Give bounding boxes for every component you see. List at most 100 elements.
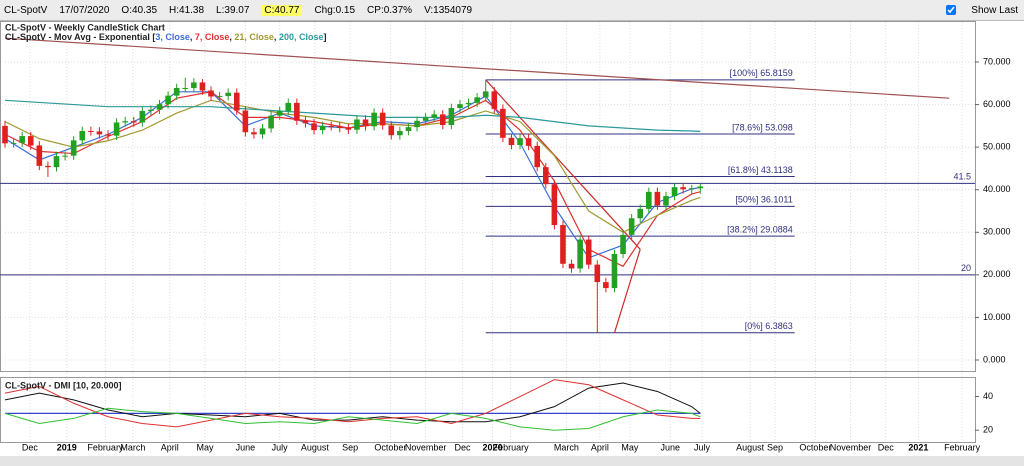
candle-body xyxy=(302,120,309,124)
candle-body xyxy=(113,122,120,136)
candle-body xyxy=(225,92,231,97)
candle-body xyxy=(439,114,446,126)
show-last[interactable]: Show Last xyxy=(946,5,1018,16)
chart-title: CL-SpotV - DMI [10, 20.000] xyxy=(5,380,122,390)
trend-line xyxy=(485,79,641,250)
candle-body xyxy=(422,117,429,121)
candle-body xyxy=(431,114,438,118)
candle-body xyxy=(671,187,678,197)
candle-body xyxy=(517,138,523,146)
x-tick-label: July xyxy=(272,442,289,452)
candle-body xyxy=(620,234,626,254)
x-tick-label: August xyxy=(736,442,765,452)
date: 17/07/2020 xyxy=(59,4,110,16)
x-tick-label: October xyxy=(799,442,831,452)
x-tick-label: 2019 xyxy=(57,442,77,452)
x-tick-label: April xyxy=(591,442,609,452)
candle-body xyxy=(388,125,395,136)
volume: V:1354079 xyxy=(424,4,473,16)
candle-body xyxy=(62,155,68,157)
candle-body xyxy=(139,110,146,123)
y-tick-label: 0.000 xyxy=(983,354,1006,364)
pane-border xyxy=(0,377,976,443)
candle-body xyxy=(242,110,249,133)
candle-body xyxy=(45,165,51,168)
candle-body xyxy=(371,112,377,127)
y-tick-label: 40 xyxy=(983,391,993,401)
candle-body xyxy=(122,121,128,123)
candle-body xyxy=(362,119,369,127)
y-tick-label: 30.000 xyxy=(983,227,1011,237)
y-tick-label: 70.000 xyxy=(983,56,1011,66)
checkbox[interactable] xyxy=(946,4,957,15)
candle-body xyxy=(585,239,592,265)
candle-body xyxy=(500,108,506,138)
header: CL-SpotV 17/07/2020 O:40.35 H:41.38 L:39… xyxy=(0,0,1024,21)
y-tick-label: 60.000 xyxy=(983,99,1011,109)
dmi-line xyxy=(4,407,701,431)
fib-label: [0%] 6.3863 xyxy=(745,321,793,331)
x-tick-label: June xyxy=(660,442,680,452)
candle-body xyxy=(628,218,635,235)
y-tick-label: 20 xyxy=(983,425,993,435)
legend-entry: 21, Close xyxy=(234,32,274,42)
candle-body xyxy=(414,120,420,128)
candle-body xyxy=(208,90,214,97)
x-tick-label: March xyxy=(120,442,145,452)
candle-body xyxy=(603,282,609,289)
ma-line xyxy=(4,91,701,268)
legend-separator: , xyxy=(190,32,195,42)
x-tick-label: Dec xyxy=(878,442,895,452)
candle-body xyxy=(79,130,86,141)
candle-body xyxy=(130,121,137,123)
candle-body xyxy=(457,104,463,108)
candle-body xyxy=(285,102,292,111)
ma-line xyxy=(4,91,701,259)
candle-body xyxy=(276,110,283,116)
fib-label: [38.2%] 29.0884 xyxy=(727,225,793,235)
candle-body xyxy=(568,263,575,269)
candle-body xyxy=(663,196,669,206)
horizontal-line-label: 41.5 xyxy=(953,172,971,182)
candle-body xyxy=(345,127,352,130)
x-tick-label: February xyxy=(944,442,981,452)
ma-line xyxy=(4,99,701,233)
fib-label: [61.8%] 43.1138 xyxy=(728,165,793,175)
candle-body xyxy=(311,123,317,131)
horizontal-line-label: 20 xyxy=(961,263,971,273)
x-tick-label: February xyxy=(493,442,530,452)
candle-body xyxy=(165,95,171,105)
x-tick-label: May xyxy=(621,442,639,452)
candle-body xyxy=(560,225,566,264)
candle-body xyxy=(233,92,240,111)
fib-label: [78.6%] 53.098 xyxy=(732,122,793,132)
candle-body xyxy=(379,112,386,126)
x-tick-label: March xyxy=(554,442,579,452)
y-tick-label: 40.000 xyxy=(983,184,1011,194)
candle-body xyxy=(654,191,661,206)
change: Chg:0.15 xyxy=(314,4,356,16)
trend-line xyxy=(4,37,950,99)
candle-body xyxy=(688,188,695,190)
candle-body xyxy=(251,132,257,135)
trend-line xyxy=(613,249,641,333)
candle-body xyxy=(465,102,472,105)
candle-body xyxy=(182,87,189,89)
candle-body xyxy=(53,156,60,168)
candle-body xyxy=(27,136,34,146)
candle-body xyxy=(328,125,334,127)
candle-body xyxy=(551,184,558,226)
candle-body xyxy=(534,145,541,168)
x-tick-label: August xyxy=(301,442,330,452)
fib-label: [100%] 65.8159 xyxy=(730,68,793,78)
x-tick-label: Sep xyxy=(342,442,358,452)
x-tick-label: June xyxy=(236,442,256,452)
candle-body xyxy=(199,82,206,91)
x-tick-label: 2021 xyxy=(908,442,928,452)
chart-title: CL-SpotV - Weekly CandleStick Chart xyxy=(5,22,165,32)
show-last-label: Show Last xyxy=(971,4,1018,16)
pane-border xyxy=(0,21,976,372)
dmi-line xyxy=(4,379,701,428)
candle-body xyxy=(105,134,111,136)
candle-body xyxy=(319,125,326,131)
